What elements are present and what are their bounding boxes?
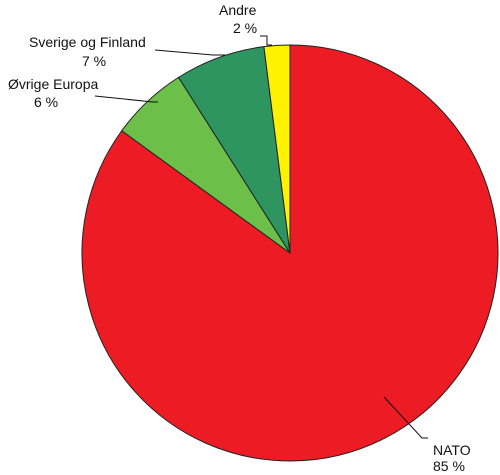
label-ovrige-europa-value: 6 % — [34, 94, 58, 110]
leader-lines — [94, 35, 428, 439]
label-sverige-og-finland-percent: 7 % — [82, 53, 106, 69]
label-ovrige-europa-name: Øvrige Europa — [8, 76, 98, 92]
label-andre-name: Andre — [219, 2, 257, 18]
label-nato-name: NATO — [433, 442, 471, 458]
leader-nato — [383, 396, 428, 439]
leader-ovrige-europa — [94, 95, 158, 103]
label-ovrige-europa: Øvrige Europa — [8, 76, 98, 92]
label-andre: Andre — [219, 2, 257, 18]
label-nato-value: 85 % — [433, 458, 465, 474]
label-sverige-og-finland-value: 7 % — [82, 53, 106, 69]
label-sverige-og-finland-name: Sverige og Finland — [29, 34, 146, 50]
leader-sverige-og-finland — [154, 49, 225, 56]
label-nato-percent: 85 % — [433, 458, 465, 474]
label-nato: NATO — [433, 442, 471, 458]
label-sverige-og-finland: Sverige og Finland — [29, 34, 146, 50]
label-andre-percent: 2 % — [233, 20, 257, 36]
label-andre-value: 2 % — [233, 20, 257, 36]
slice-labels: NATO 85 % Øvrige Europa 6 % Sverige og F… — [8, 2, 471, 474]
pie-slice-andre — [263, 44, 291, 254]
label-ovrige-europa-percent: 6 % — [34, 94, 58, 110]
leader-andre — [260, 35, 272, 46]
pie-slices — [81, 44, 499, 462]
